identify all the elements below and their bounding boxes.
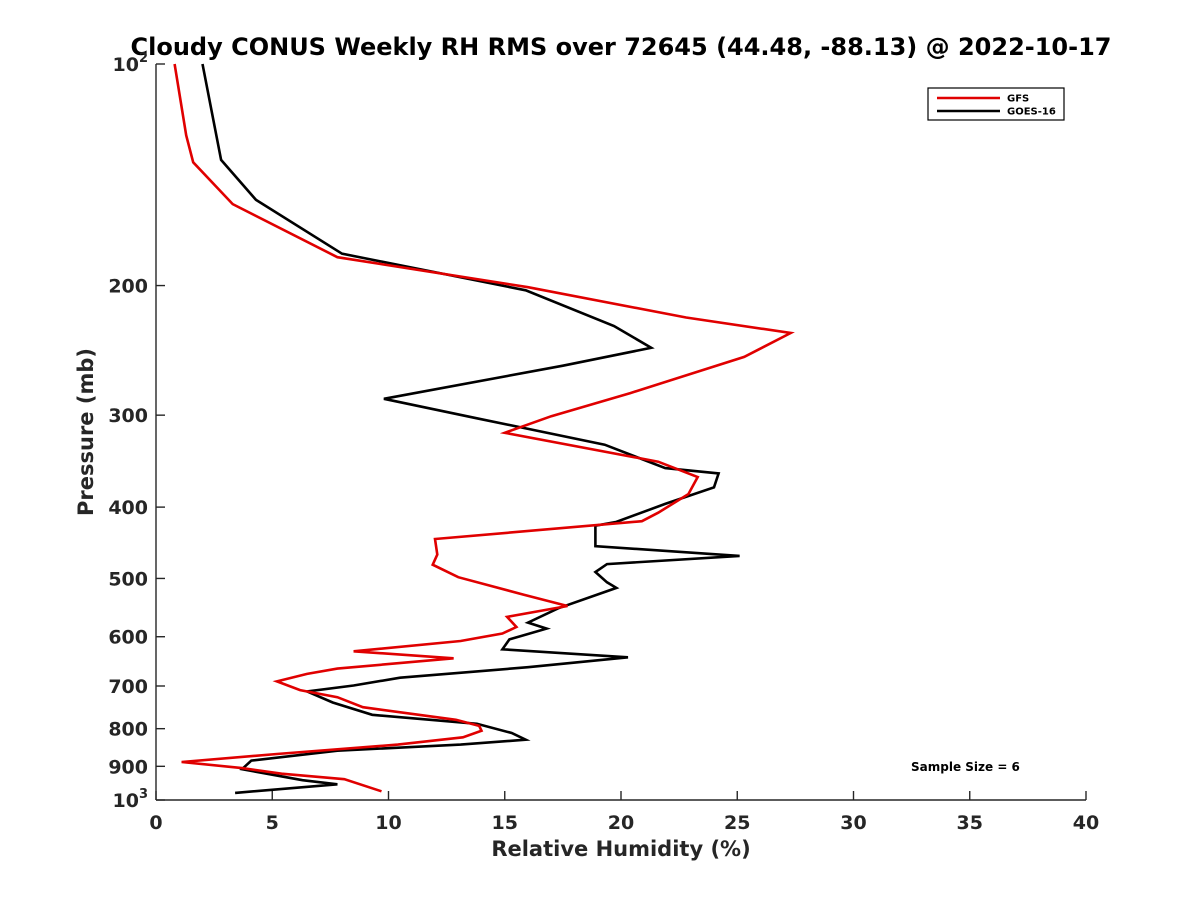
x-tick-label: 15 — [492, 812, 518, 834]
x-tick-label: 30 — [840, 812, 866, 834]
y-tick-label: 500 — [108, 568, 148, 590]
legend-box — [927, 87, 1065, 121]
y-tick-label: 800 — [108, 719, 148, 741]
x-tick-label: 25 — [724, 812, 750, 834]
y-tick-base: 10 — [113, 54, 139, 76]
x-tick-label: 0 — [149, 812, 162, 834]
x-tick-label: 35 — [957, 812, 983, 834]
y-tick-label: 700 — [108, 676, 148, 698]
y-tick-label: 200 — [108, 276, 148, 298]
legend: GFS GOES-16 — [927, 87, 1065, 121]
x-tick-label: 20 — [608, 812, 634, 834]
y-tick-label: 400 — [108, 497, 148, 519]
y-tick-label: 600 — [108, 627, 148, 649]
series-lines — [173, 63, 795, 795]
x-axis-label: Relative Humidity (%) — [491, 837, 750, 861]
x-axis-ticks: 0 5 10 15 20 25 30 35 40 — [149, 791, 1099, 834]
series-line-goes-16 — [201, 63, 740, 795]
y-tick-base: 10 — [113, 790, 139, 812]
series-line-gfs — [173, 63, 795, 793]
y-tick-label: 900 — [108, 756, 148, 778]
y-tick-label: 300 — [108, 405, 148, 427]
y-axis-label: Pressure (mb) — [74, 348, 98, 516]
y-tick-exponent: 2 — [139, 51, 148, 66]
plot-area: 0 5 10 15 20 25 30 35 40 10220030040050060070080… — [108, 51, 1099, 834]
y-tick-label: 102 — [113, 51, 149, 76]
y-tick-label: 103 — [113, 787, 149, 812]
y-tick-exponent: 3 — [139, 787, 148, 802]
sample-size-annotation: Sample Size = 6 — [911, 760, 1020, 774]
legend-label: GOES-16 — [1007, 107, 1056, 118]
x-tick-label: 40 — [1073, 812, 1099, 834]
chart-title: Cloudy CONUS Weekly RH RMS over 72645 (4… — [131, 33, 1112, 61]
x-tick-label: 5 — [266, 812, 279, 834]
legend-label: GFS — [1007, 94, 1029, 105]
x-tick-label: 10 — [375, 812, 401, 834]
